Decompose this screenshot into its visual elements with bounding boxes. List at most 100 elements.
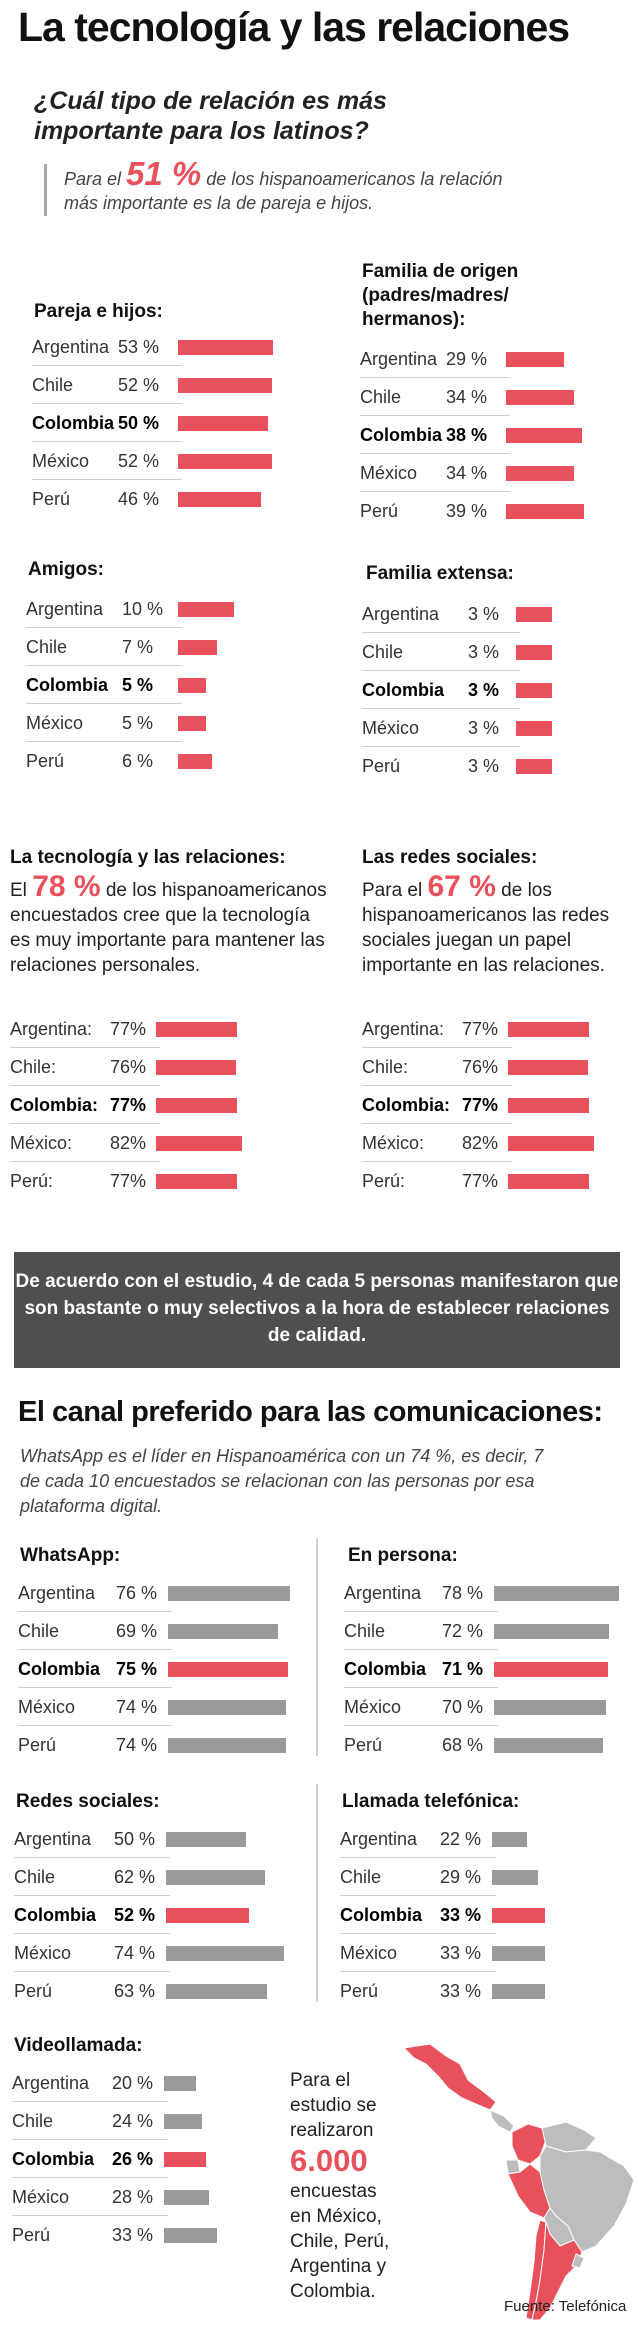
bar-value-label: 33 %	[440, 1981, 482, 2001]
bar-value-label: 77%	[110, 1171, 147, 1191]
bar	[178, 716, 206, 731]
bar-value-label: 74 %	[116, 1735, 158, 1755]
bar-row: México 28 %	[12, 2178, 209, 2216]
bar-value-label: 29 %	[440, 1867, 482, 1887]
map-note-big-number: 6.000	[290, 2143, 368, 2178]
map-note-pre: Para el estudio se realizaron	[290, 2070, 377, 2141]
bar-category-label: Argentina	[12, 2073, 90, 2093]
bar-value-label: 77%	[110, 1095, 147, 1115]
chart-familia-extensa: Argentina 3 % Chile 3 % Colombia 3 % México 3 %…	[362, 595, 622, 785]
bar-row: México 52 %	[32, 442, 272, 480]
column-separator-2	[316, 1784, 318, 2002]
bar-category-label: México	[362, 718, 420, 738]
tech-text: El 78 % de los hispanoamericanos encuest…	[10, 872, 330, 978]
bar-value-label: 62 %	[114, 1867, 156, 1887]
bar-value-label: 76%	[110, 1057, 147, 1077]
bar-row: Argentina 29 %	[360, 340, 564, 378]
map-brazil	[539, 2145, 635, 2253]
bar-value-label: 26 %	[112, 2149, 154, 2169]
bar-category-label: México	[12, 2187, 70, 2207]
bar-category-label: Argentina	[32, 337, 110, 357]
bar-row: Colombia 5 %	[26, 666, 206, 704]
bar	[516, 759, 552, 774]
bar-row: Colombia 3 %	[362, 671, 552, 709]
bar-category-label: México	[18, 1697, 76, 1717]
bar	[166, 1946, 285, 1961]
bar-category-label: Chile	[340, 1867, 382, 1887]
bar-category-label: Perú:	[10, 1171, 54, 1191]
bar-category-label: México	[32, 451, 90, 471]
bar-category-label: Chile	[32, 375, 74, 395]
bar-category-label: Colombia:	[10, 1095, 98, 1115]
bar-category-label: Colombia	[12, 2149, 95, 2169]
bar	[156, 1098, 237, 1113]
bar	[494, 1662, 608, 1677]
page-title: La tecnología y las relaciones	[18, 4, 570, 50]
bar-row: Chile 3 %	[362, 633, 552, 671]
bar	[508, 1098, 589, 1113]
bar-row: Perú 33 %	[340, 1972, 545, 2010]
bar	[164, 2076, 196, 2091]
bar-category-label: Perú	[32, 489, 71, 509]
bar-category-label: Argentina	[26, 599, 104, 619]
main-question: ¿Cuál tipo de relación es más importante…	[34, 87, 387, 145]
bar	[508, 1022, 589, 1037]
bar-row: Perú 39 %	[360, 492, 584, 530]
source-credit: Fuente: Telefónica	[504, 2298, 627, 2315]
bar	[508, 1174, 589, 1189]
bar-value-label: 71 %	[442, 1659, 484, 1679]
bar-value-label: 72 %	[442, 1621, 484, 1641]
bar-value-label: 82%	[462, 1133, 499, 1153]
bar-row: México: 82%	[10, 1124, 243, 1162]
bar-category-label: Argentina	[344, 1583, 422, 1603]
bar	[494, 1700, 606, 1715]
bar-row: Chile 72 %	[344, 1612, 610, 1650]
bar-category-label: Argentina	[18, 1583, 96, 1603]
bar	[178, 678, 206, 693]
bar	[516, 721, 552, 736]
bar	[516, 645, 552, 660]
chart-title-videollamada: Videollamada:	[14, 2035, 143, 2056]
chart-title-whatsapp: WhatsApp:	[20, 1545, 121, 1566]
bar-category-label: Chile	[26, 637, 68, 657]
bar-value-label: 53 %	[118, 337, 160, 357]
redes-post: de los hispanoamericanos las redes socia…	[362, 880, 610, 976]
bar-row: Colombia 26 %	[12, 2140, 206, 2178]
bar-value-label: 68 %	[442, 1735, 484, 1755]
bar-value-label: 33 %	[112, 2225, 154, 2245]
bar-value-label: 3 %	[468, 680, 500, 700]
chart-title-pareja: Pareja e hijos:	[34, 301, 163, 322]
bar-row: Perú 46 %	[32, 480, 261, 518]
bar	[168, 1700, 287, 1715]
bar	[516, 607, 552, 622]
bar-row: Colombia: 77%	[362, 1086, 589, 1124]
bar-row: Perú 63 %	[14, 1972, 267, 2010]
map-central-america	[489, 2109, 515, 2133]
bar	[156, 1060, 236, 1075]
bar-row: Perú 74 %	[18, 1726, 287, 1764]
intro-accent-bar	[44, 164, 47, 216]
bar-row: Colombia 52 %	[14, 1896, 250, 1934]
bar	[178, 416, 268, 431]
bar-row: México 33 %	[340, 1934, 545, 1972]
bar-row: Colombia 33 %	[340, 1896, 545, 1934]
bar-row: México 70 %	[344, 1688, 606, 1726]
bar-category-label: Colombia	[26, 675, 109, 695]
bar-value-label: 20 %	[112, 2073, 154, 2093]
bar-row: Argentina 22 %	[340, 1820, 528, 1858]
bar-category-label: Chile	[344, 1621, 386, 1641]
bar-value-label: 75 %	[116, 1659, 158, 1679]
bar-value-label: 82%	[110, 1133, 147, 1153]
bar	[166, 1832, 246, 1847]
bar-value-label: 70 %	[442, 1697, 484, 1717]
bar-value-label: 22 %	[440, 1829, 482, 1849]
bar-category-label: Chile	[12, 2111, 54, 2131]
bar	[178, 602, 234, 617]
bar	[494, 1624, 610, 1639]
bar-row: Argentina 76 %	[18, 1574, 290, 1612]
bar-value-label: 74 %	[114, 1943, 156, 1963]
chart-title-redes: Las redes sociales:	[362, 847, 538, 868]
bar-row: Chile 34 %	[360, 378, 574, 416]
chart-whatsapp: Argentina 76 % Chile 69 % Colombia 75 % México…	[18, 1574, 298, 1764]
bar	[506, 390, 574, 405]
